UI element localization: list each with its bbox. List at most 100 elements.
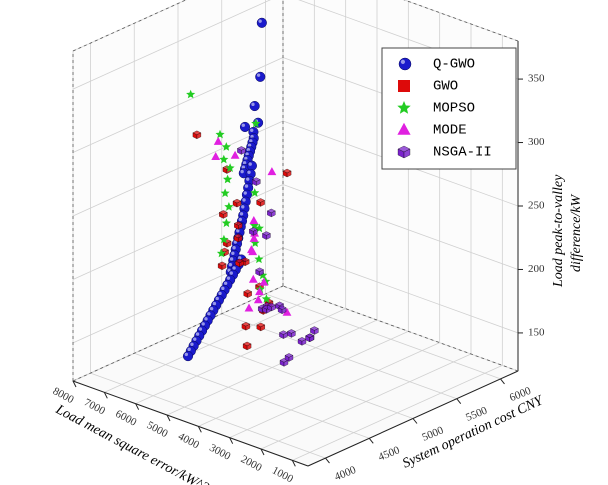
gwo-point-side [286,170,292,178]
mopso-point [186,89,196,99]
mode-point [213,136,223,145]
q-gwo-point-highlight [241,205,245,209]
x-tick-mark [229,437,234,444]
z-tick-label: 150 [528,326,545,338]
q-gwo-point-highlight [232,246,236,250]
legend-label: Q-GWO [433,57,475,73]
y-tick-mark [325,457,330,464]
q-gwo-point-highlight [246,177,250,181]
q-gwo-point-highlight [256,73,261,77]
gwo-point-side [224,249,229,257]
q-gwo-point-highlight [229,271,233,275]
q-gwo-point-highlight [231,251,235,256]
q-gwo-point-highlight [226,276,231,280]
q-gwo-point-highlight [251,102,255,107]
gwo-point-side [260,200,265,207]
q-gwo-point-highlight [243,191,247,195]
q-gwo-point-highlight [209,306,214,311]
nsga-ii-point-side [291,331,296,338]
mode-point [255,287,264,296]
x-tick-mark [166,414,171,422]
q-gwo-point [255,71,266,82]
q-gwo-point-highlight [245,152,249,156]
grid-z-left-wall [72,0,271,90]
q-gwo-point-highlight [201,322,205,326]
mopso-point [216,248,226,258]
gwo-point-side [245,323,251,331]
q-gwo-point [182,351,194,362]
grid-y-floor [134,352,370,439]
mopso-point [220,188,230,198]
q-gwo-point-highlight [242,198,246,202]
nsga-ii-point-side [288,355,294,362]
x-tick-label: 6000 [113,408,138,429]
mopso-point [258,270,268,280]
grid-y-floor [90,372,326,459]
nsga-ii-point-side [271,210,276,218]
legend-item: Q-GWO [398,57,475,73]
legend-label: MODE [433,123,467,139]
nsga-ii-point-side [266,233,271,240]
legend-item: GWO [398,79,458,95]
q-gwo-point-highlight [232,266,236,270]
nsga-ii-point-side [259,269,264,276]
q-gwo-point [239,121,251,132]
q-gwo-point-highlight [249,139,253,143]
q-gwo-point-highlight [247,143,252,147]
gwo-point-side [238,223,243,230]
x-tick-label: 7000 [82,396,107,417]
gwo-point-side [223,212,228,219]
grid-y-floor [265,293,501,380]
series-mode [211,136,292,316]
q-gwo-point-highlight [258,19,262,23]
q-gwo-point [249,100,260,112]
y-tick-mark [500,378,505,385]
q-gwo-point-highlight [247,170,251,174]
x-tick-label: 4000 [176,430,201,451]
y-tick-label: 4000 [333,464,358,484]
legend-marker [397,101,411,114]
grid-z-right-wall [282,184,519,270]
x-tick-mark [260,448,265,456]
q-gwo-point-highlight [193,337,197,341]
z-tick-label: 300 [528,136,545,148]
y-tick-label: 4500 [377,444,402,464]
nsga-ii-point-side [241,148,246,155]
data-points [182,17,319,367]
legend-marker [397,122,411,135]
mopso-point [223,174,233,184]
nsga-ii-point-side [281,307,287,314]
mopso-point [225,163,235,172]
mopso-point [251,118,261,128]
gwo-point-side [236,200,242,208]
q-gwo-point-highlight [221,286,225,291]
mode-point [282,307,292,316]
mode-point [244,303,254,312]
grid-z-left-wall [72,120,284,217]
gwo-point-side [247,291,252,298]
q-gwo-point-highlight [236,229,240,233]
grid-z-right-wall [282,247,519,334]
legend-item: MOPSO [397,101,475,117]
q-gwo-point-highlight [241,123,245,127]
q-gwo-point-highlight [238,256,242,260]
y-tick-mark [456,398,462,405]
mopso-point [254,254,264,264]
x-tick-label: 3000 [207,442,232,463]
legend-marker [398,57,412,71]
nsga-ii-point-side [309,335,314,343]
q-gwo-point-highlight [233,240,238,244]
q-gwo-point-highlight [212,301,217,306]
q-gwo-point-highlight [242,161,247,165]
x-tick-mark [291,460,296,467]
mopso-point [215,129,225,139]
q-gwo-point-highlight [238,217,242,222]
q-gwo-point [256,17,267,28]
x-tick-mark [103,392,108,399]
q-gwo-point-highlight [187,347,191,352]
mopso-point [224,202,234,211]
x-tick-label: 1000 [270,464,295,485]
mopso-point [219,234,229,244]
q-gwo-point-highlight [184,352,189,357]
